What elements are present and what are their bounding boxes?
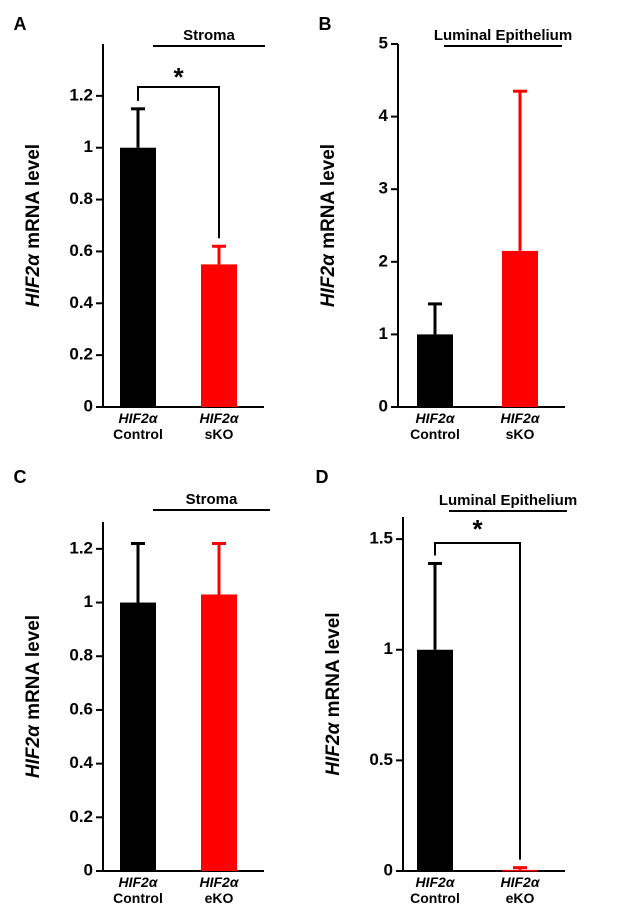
bar <box>417 334 453 407</box>
y-tick-label: 1.2 <box>69 538 93 557</box>
category-label-group: Control <box>410 890 460 906</box>
category-label-gene: HIF2α <box>500 874 540 890</box>
y-tick-label: 0 <box>84 396 93 415</box>
y-tick-label: 0 <box>84 860 93 879</box>
category-label-gene: HIF2α <box>118 874 158 890</box>
y-tick-label: 1 <box>384 639 393 658</box>
y-tick-label: 1.2 <box>69 85 93 104</box>
category-label-gene: HIF2α <box>199 874 239 890</box>
bar <box>417 649 453 871</box>
y-tick-label: 1.5 <box>369 529 393 548</box>
category-label-group: sKO <box>205 426 234 442</box>
y-axis-label-text: mRNA level <box>323 612 344 722</box>
panel-label: D <box>316 467 329 487</box>
bar <box>201 594 237 871</box>
category-label-group: Control <box>113 426 163 442</box>
y-tick-label: 5 <box>379 33 388 52</box>
y-axis-label-text: mRNA level <box>318 144 339 254</box>
significance-star: * <box>173 62 184 92</box>
y-tick-label: 2 <box>379 251 388 270</box>
y-tick-label: 0.5 <box>369 750 393 769</box>
panel-label: C <box>14 467 27 487</box>
bar <box>201 264 237 407</box>
y-tick-label: 0.2 <box>69 345 93 364</box>
category-label-gene: HIF2α <box>118 410 158 426</box>
category-label-group: Control <box>410 426 460 442</box>
y-axis-label-gene: HIF2α <box>23 253 44 307</box>
bar <box>502 250 538 407</box>
bar <box>120 147 156 407</box>
bar <box>120 602 156 871</box>
y-tick-label: 4 <box>379 106 389 125</box>
panel-title: Luminal Epithelium <box>434 27 572 44</box>
y-tick-label: 1 <box>379 324 388 343</box>
category-label-gene: HIF2α <box>415 410 455 426</box>
y-tick-label: 0.2 <box>69 807 93 826</box>
category-label-gene: HIF2α <box>500 410 540 426</box>
y-axis-label-gene: HIF2α <box>323 721 344 775</box>
category-label-gene: HIF2α <box>199 410 239 426</box>
y-tick-label: 0.8 <box>69 646 93 665</box>
panel-label: B <box>319 14 332 34</box>
y-axis-label: HIF2α mRNA level <box>323 612 344 775</box>
significance-star: * <box>472 514 483 544</box>
y-axis-label-text: mRNA level <box>23 144 44 254</box>
y-axis-label: HIF2α mRNA level <box>23 615 44 778</box>
panel-title: Stroma <box>183 27 235 44</box>
y-tick-label: 1 <box>84 137 93 156</box>
y-axis-label: HIF2α mRNA level <box>23 144 44 307</box>
y-tick-label: 0.8 <box>69 189 93 208</box>
y-axis-label-gene: HIF2α <box>23 724 44 778</box>
y-tick-label: 0.6 <box>69 241 93 260</box>
y-tick-label: 0.6 <box>69 699 93 718</box>
panel-title: Luminal Epithelium <box>439 492 577 509</box>
bar <box>502 869 538 872</box>
significance-bracket <box>137 86 220 239</box>
y-tick-label: 0 <box>379 396 388 415</box>
category-label-group: eKO <box>506 890 535 906</box>
y-axis-label-gene: HIF2α <box>318 253 339 307</box>
panel-label: A <box>14 14 27 34</box>
category-label-gene: HIF2α <box>415 874 455 890</box>
y-axis-label-text: mRNA level <box>23 615 44 725</box>
category-label-group: Control <box>113 890 163 906</box>
significance-bracket <box>434 542 521 860</box>
category-label-group: eKO <box>205 890 234 906</box>
y-tick-label: 0.4 <box>69 753 93 772</box>
y-tick-label: 1 <box>84 592 93 611</box>
category-label-group: sKO <box>506 426 535 442</box>
y-tick-label: 3 <box>379 179 388 198</box>
panel-title: Stroma <box>186 491 238 508</box>
y-tick-label: 0.4 <box>69 293 93 312</box>
y-axis-label: HIF2α mRNA level <box>318 144 339 307</box>
y-tick-label: 0 <box>384 860 393 879</box>
